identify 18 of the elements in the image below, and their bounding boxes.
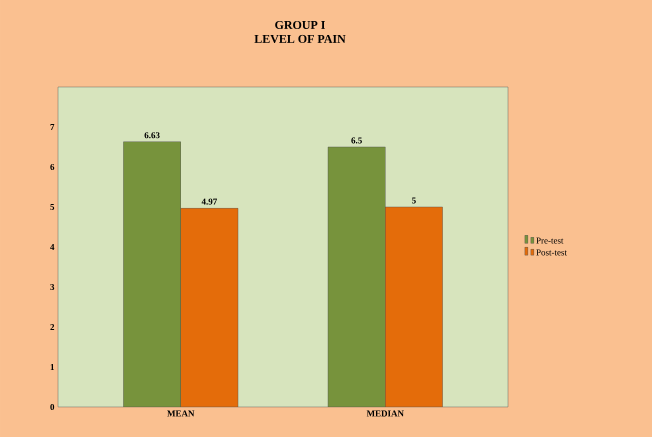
y-tick-label: 3 — [50, 284, 54, 290]
y-tick-label: 4 — [50, 244, 54, 250]
data-label: 6.5 — [351, 137, 362, 144]
data-label: 6.63 — [144, 132, 160, 138]
y-tick-label: 1 — [50, 364, 54, 370]
y-tick-label: 5 — [50, 204, 54, 210]
legend-label: Post-test — [536, 249, 567, 256]
chart-title: GROUP I — [275, 20, 326, 29]
y-tick-label: 6 — [50, 164, 54, 170]
x-tick-label: MEDIAN — [366, 410, 404, 416]
y-tick-label: 7 — [50, 124, 54, 130]
data-label: 4.97 — [202, 198, 217, 205]
chart-subtitle: LEVEL OF PAIN — [254, 34, 346, 44]
legend-label: Pre-test — [536, 238, 564, 244]
x-tick-label: MEAN — [167, 410, 194, 416]
y-tick-label: 0 — [50, 404, 54, 410]
y-tick-label: 2 — [50, 324, 54, 330]
data-label: 5 — [412, 198, 416, 204]
